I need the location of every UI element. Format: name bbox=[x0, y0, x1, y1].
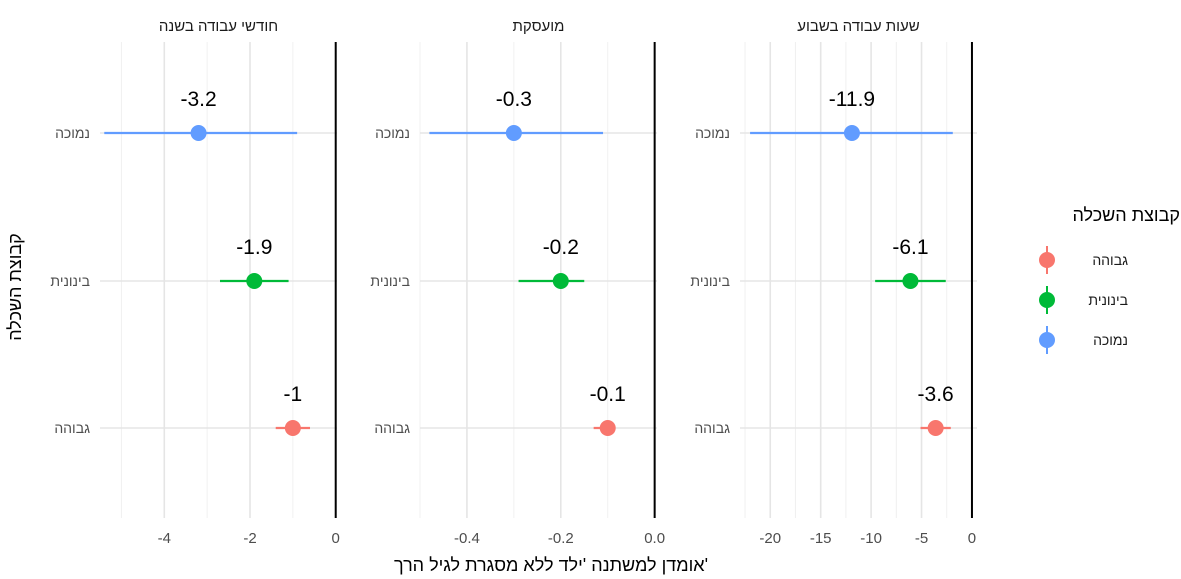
panel-0: חודשי עבודה בשנה נמוכה בינונית גבוהה -4 -2 0 -3… bbox=[50, 18, 339, 547]
x-tick-label: -15 bbox=[810, 530, 832, 547]
estimate-point bbox=[927, 420, 944, 436]
estimate-point bbox=[552, 273, 569, 289]
category-label: נמוכה bbox=[375, 125, 410, 141]
data-label: -0.2 bbox=[543, 236, 579, 259]
x-axis-title: אומדן למשתנה 'ילד ללא מסגרת לגיל הרך' bbox=[394, 555, 708, 575]
estimate-point bbox=[843, 125, 860, 141]
data-label: -1 bbox=[284, 383, 303, 406]
data-label: -6.1 bbox=[892, 236, 928, 259]
legend-label: גבוהה bbox=[1092, 252, 1128, 268]
x-tick-label: -2 bbox=[243, 530, 256, 547]
y-axis-title: קבוצת השכלה bbox=[5, 233, 25, 341]
x-tick-label: -4 bbox=[158, 530, 171, 547]
data-label: -0.3 bbox=[496, 88, 532, 111]
category-label: גבוהה bbox=[694, 420, 730, 436]
legend-key-point bbox=[1039, 332, 1055, 348]
x-tick-label: -0.4 bbox=[454, 530, 480, 547]
legend-key-point bbox=[1039, 292, 1055, 308]
estimate-point bbox=[902, 273, 919, 289]
data-label: -0.1 bbox=[590, 383, 626, 406]
x-tick-label: -0.2 bbox=[548, 530, 574, 547]
panel-1: מועסקת נמוכה בינונית גבוהה -0.4 -0.2 0.0 -0.3 -0… bbox=[370, 18, 665, 547]
category-label: בינונית bbox=[50, 273, 90, 289]
category-label: גבוהה bbox=[54, 420, 90, 436]
category-label: נמוכה bbox=[55, 125, 90, 141]
panel-title: מועסקת bbox=[513, 18, 565, 35]
legend-key-point bbox=[1039, 252, 1055, 268]
category-label: בינונית bbox=[370, 273, 410, 289]
x-tick-label: 0 bbox=[332, 530, 340, 547]
data-label: -3.6 bbox=[918, 383, 954, 406]
legend-label: בינונית bbox=[1088, 292, 1128, 308]
x-tick-label: -20 bbox=[759, 530, 781, 547]
category-label: גבוהה bbox=[374, 420, 410, 436]
data-label: -3.2 bbox=[180, 88, 216, 111]
estimate-point bbox=[284, 420, 301, 436]
data-label: -11.9 bbox=[829, 88, 875, 111]
estimate-point bbox=[505, 125, 522, 141]
x-tick-label: 0 bbox=[968, 530, 976, 547]
legend: גבוהה בינונית נמוכה bbox=[1039, 246, 1128, 354]
data-label: -1.9 bbox=[236, 236, 272, 259]
category-label: נמוכה bbox=[695, 125, 730, 141]
panel-title: שעות עבודה בשבוע bbox=[797, 18, 920, 35]
legend-title: קבוצת השכלה bbox=[1072, 205, 1180, 225]
estimate-point bbox=[599, 420, 616, 436]
x-tick-label: -10 bbox=[860, 530, 882, 547]
panel-2: שעות עבודה בשבוע נמוכה בינונית גבוהה -20 -15 -… bbox=[690, 18, 977, 547]
estimate-point bbox=[246, 273, 263, 289]
x-tick-label: -5 bbox=[915, 530, 928, 547]
legend-label: נמוכה bbox=[1093, 332, 1128, 348]
x-tick-label: 0.0 bbox=[644, 530, 665, 547]
category-label: בינונית bbox=[690, 273, 730, 289]
estimate-point bbox=[190, 125, 207, 141]
panel-title: חודשי עבודה בשנה bbox=[159, 18, 278, 35]
